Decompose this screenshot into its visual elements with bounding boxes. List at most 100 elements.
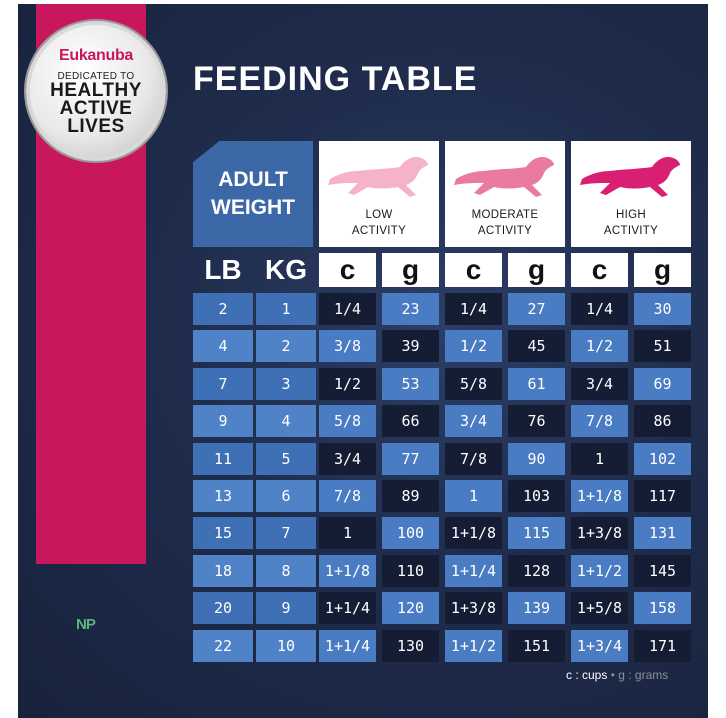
table-cell: 7/8 [445, 442, 502, 475]
table-cell: 130 [382, 629, 439, 662]
table-cell: 103 [508, 480, 565, 512]
badge-line-3: LIVES [67, 116, 125, 137]
table-cell: 27 [508, 293, 565, 325]
table-cell: 1+1/2 [571, 554, 628, 587]
table-cell: 1+1/4 [445, 554, 502, 587]
table-cell: 11 [193, 442, 253, 475]
table-cell: 2 [193, 293, 253, 325]
running-dog-icon [580, 157, 680, 197]
table-cell: 7 [256, 517, 316, 550]
table-cell: 5 [256, 442, 316, 475]
activity-label: HIGH ACTIVITY [603, 209, 659, 237]
column-header: c [571, 253, 628, 287]
table-cell: 6 [256, 480, 316, 512]
watermark-logo: NP [76, 616, 96, 633]
table-cell: 1/2 [319, 367, 376, 400]
table-cell: 1 [445, 480, 502, 512]
table-cell: 1+3/8 [445, 592, 502, 625]
legend: c : cups • g : grams [566, 668, 668, 682]
table-cell: 1+1/4 [319, 592, 376, 625]
table-cell: 51 [634, 330, 691, 363]
table-cell: 139 [508, 592, 565, 625]
table-cell: 18 [193, 554, 253, 587]
table-cell: 1+3/8 [571, 517, 628, 550]
table-cell: 76 [508, 405, 565, 438]
table-cell: 7 [193, 367, 253, 400]
table-cell: 158 [634, 592, 691, 625]
column-header: g [634, 253, 691, 287]
table-cell: 100 [382, 517, 439, 550]
table-cell: 151 [508, 629, 565, 662]
table-cell: 3/4 [319, 442, 376, 475]
table-cell: 3 [256, 367, 316, 400]
brand-badge: Eukanuba DEDICATED TO HEALTHY ACTIVE LIV… [26, 21, 166, 161]
badge-tagline: DEDICATED TO [57, 71, 135, 82]
column-header: LB [204, 254, 242, 285]
table-cell: 7/8 [319, 480, 376, 512]
table-cell: 1 [319, 517, 376, 550]
page-title: FEEDING TABLE [193, 60, 478, 98]
table-cell: 89 [382, 480, 439, 512]
table-cell: 90 [508, 442, 565, 475]
table-cell: 13 [193, 480, 253, 512]
table-cell: 145 [634, 554, 691, 587]
table-cell: 30 [634, 293, 691, 325]
legend-grams: g : grams [618, 668, 669, 682]
table-cell: 1/4 [319, 293, 376, 325]
table-cell: 69 [634, 367, 691, 400]
badge-line-2: ACTIVE [59, 98, 133, 119]
column-header: c [319, 253, 376, 287]
table-cell: 61 [508, 367, 565, 400]
table-cell: 22 [193, 629, 253, 662]
table-cell: 120 [382, 592, 439, 625]
table-cell: 1+5/8 [571, 592, 628, 625]
table-cell: 10 [256, 629, 316, 662]
table-cell: 110 [382, 554, 439, 587]
column-header: KG [265, 254, 307, 285]
table-cell: 5/8 [319, 405, 376, 438]
table-cell: 1/4 [571, 293, 628, 325]
table-cell: 131 [634, 517, 691, 550]
table-cell: 1+1/8 [319, 554, 376, 587]
table-cell: 171 [634, 629, 691, 662]
legend-separator: • [610, 668, 615, 682]
table-cell: 4 [256, 405, 316, 438]
table-cell: 20 [193, 592, 253, 625]
table-cell: 3/8 [319, 330, 376, 363]
table-cell: 7/8 [571, 405, 628, 438]
table-cell: 115 [508, 517, 565, 550]
table-cell: 1/4 [445, 293, 502, 325]
table-cell: 1+1/4 [319, 629, 376, 662]
column-header: c [445, 253, 502, 287]
activity-label: MODERATE ACTIVITY [471, 209, 539, 237]
table-cell: 8 [256, 554, 316, 587]
table-cell: 86 [634, 405, 691, 438]
column-header: g [382, 253, 439, 287]
activity-header-0: LOW ACTIVITY [319, 141, 439, 247]
table-cell: 9 [193, 405, 253, 438]
table-cell: 3/4 [445, 405, 502, 438]
table-cell: 53 [382, 367, 439, 400]
table-cell: 66 [382, 405, 439, 438]
running-dog-icon [328, 157, 428, 197]
table-cell: 102 [634, 442, 691, 475]
table-cell: 1+1/2 [445, 629, 502, 662]
table-cell: 15 [193, 517, 253, 550]
table-cell: 1 [256, 293, 316, 325]
adult-weight-label: ADULT WEIGHT [211, 168, 295, 219]
activity-label: LOW ACTIVITY [351, 209, 407, 237]
adult-weight-header: ADULT WEIGHT [193, 141, 313, 247]
activity-header-2: HIGH ACTIVITY [571, 141, 691, 247]
running-dog-icon [454, 157, 554, 197]
table-cell: 2 [256, 330, 316, 363]
table-cell: 1+1/8 [571, 480, 628, 512]
badge-line-1: HEALTHY [50, 80, 142, 101]
table-cell: 4 [193, 330, 253, 363]
table-cell: 1+3/4 [571, 629, 628, 662]
brand-logo: Eukanuba [58, 47, 134, 64]
table-cell: 77 [382, 442, 439, 475]
table-cell: 3/4 [571, 367, 628, 400]
table-cell: 9 [256, 592, 316, 625]
table-cell: 1+1/8 [445, 517, 502, 550]
table-cell: 1/2 [571, 330, 628, 363]
